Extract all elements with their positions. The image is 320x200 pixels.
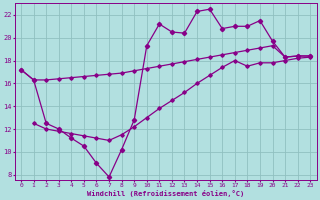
X-axis label: Windchill (Refroidissement éolien,°C): Windchill (Refroidissement éolien,°C) [87,190,244,197]
